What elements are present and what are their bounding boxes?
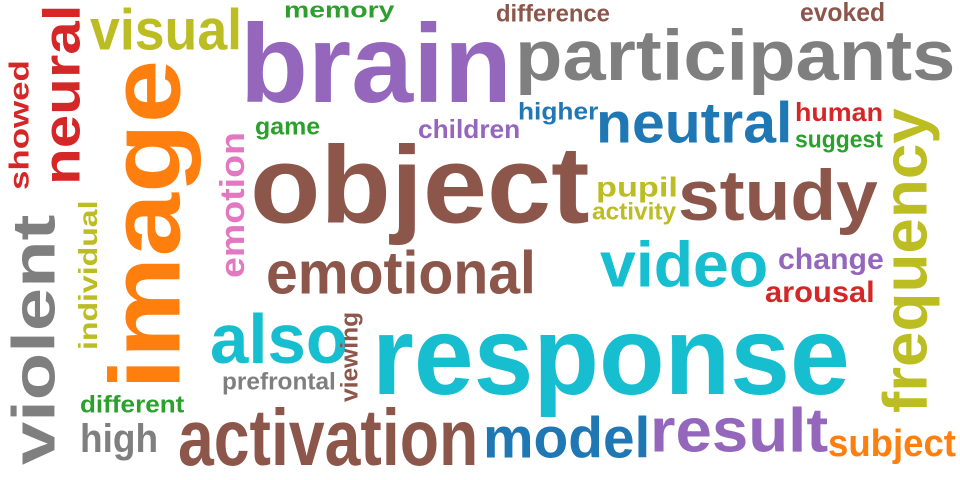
word-arousal: arousal: [765, 276, 875, 309]
word-participants: participants: [515, 14, 956, 96]
word-image: image: [89, 59, 202, 391]
word-neutral: neutral: [596, 91, 793, 156]
word-result: result: [650, 395, 829, 466]
word-game: game: [255, 113, 321, 140]
word-change: change: [778, 243, 884, 276]
word-object: object: [250, 123, 590, 247]
word-different: different: [80, 391, 185, 418]
word-violent: violent: [0, 214, 68, 465]
word-study: study: [678, 154, 878, 236]
word-visual: visual: [90, 0, 243, 63]
word-subject: subject: [828, 422, 956, 465]
word-human: human: [795, 98, 883, 127]
word-individual: individual: [74, 200, 103, 350]
word-suggest: suggest: [795, 126, 883, 153]
word-activity: activity: [592, 198, 677, 225]
word-also: also: [210, 300, 349, 379]
word-neural: neural: [32, 4, 91, 185]
word-high: high: [80, 415, 159, 461]
word-pupil: pupil: [596, 171, 678, 203]
word-model: model: [483, 406, 651, 471]
word-emotional: emotional: [266, 239, 536, 307]
word-video: video: [600, 228, 769, 301]
word-response: response: [372, 293, 850, 419]
word-prefrontal: prefrontal: [222, 368, 336, 395]
word-viewing: viewing: [336, 311, 363, 402]
word-frequency: frequency: [870, 108, 941, 414]
word-showed: showed: [3, 60, 35, 191]
word-activation: activation: [178, 393, 479, 480]
word-emotion: emotion: [214, 132, 252, 278]
word-higher: higher: [518, 98, 599, 125]
word-evoked: evoked: [800, 0, 886, 27]
word-children: children: [418, 115, 521, 144]
word-difference: difference: [496, 0, 610, 27]
word-memory: memory: [284, 0, 395, 23]
word-brain: brain: [240, 1, 512, 127]
